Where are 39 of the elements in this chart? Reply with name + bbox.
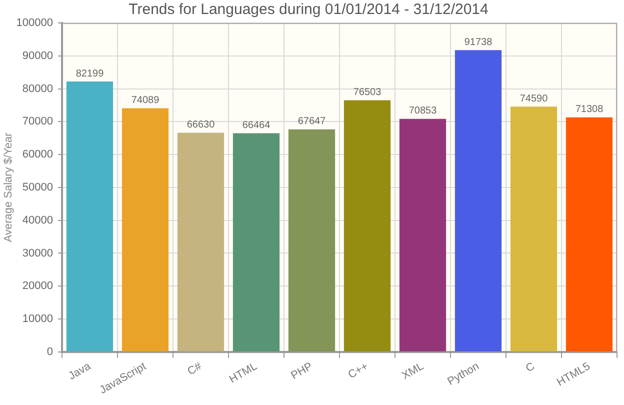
bar (454, 50, 502, 352)
data-label: 91738 (464, 36, 493, 48)
y-tick-label: 20000 (22, 280, 53, 292)
x-tick-label: C++ (346, 360, 370, 382)
bar (66, 82, 114, 352)
bar (399, 118, 446, 352)
bar (344, 100, 391, 352)
data-label: 66464 (242, 120, 271, 132)
bar (177, 132, 224, 352)
x-tick-label: C# (186, 360, 205, 378)
y-tick-label: 0 (46, 346, 53, 358)
y-tick-label: 80000 (22, 82, 53, 95)
data-label: 76503 (353, 87, 382, 98)
y-tick-label: 40000 (22, 214, 53, 226)
y-tick-label: 60000 (22, 148, 53, 161)
y-axis-title: Average Salary $/Year (2, 132, 15, 242)
x-tick-label: XML (400, 360, 426, 382)
y-tick-label: 10000 (22, 313, 53, 326)
y-tick-label: 90000 (22, 50, 53, 62)
data-label: 74089 (131, 94, 160, 106)
bar (510, 106, 558, 352)
data-label: 70853 (408, 106, 438, 117)
chart-title: Trends for Languages during 01/01/2014 - 31/12/2014 (128, 1, 488, 18)
data-label: 82199 (76, 68, 104, 80)
data-label: 67647 (298, 116, 326, 128)
bar (288, 129, 336, 352)
x-tick-label: PHP (289, 360, 315, 382)
data-label: 74590 (520, 93, 548, 104)
x-tick-label: Java (66, 360, 94, 382)
data-label: 71308 (575, 104, 604, 116)
data-label: 66630 (186, 120, 216, 130)
bar (232, 133, 280, 352)
y-tick-label: 50000 (22, 181, 53, 194)
bar (566, 117, 613, 352)
y-tick-label: 70000 (22, 116, 53, 128)
bar (122, 108, 169, 352)
y-tick-label: 30000 (22, 247, 53, 260)
x-tick-label: C (524, 360, 537, 375)
y-tick-label: 100000 (16, 17, 53, 30)
